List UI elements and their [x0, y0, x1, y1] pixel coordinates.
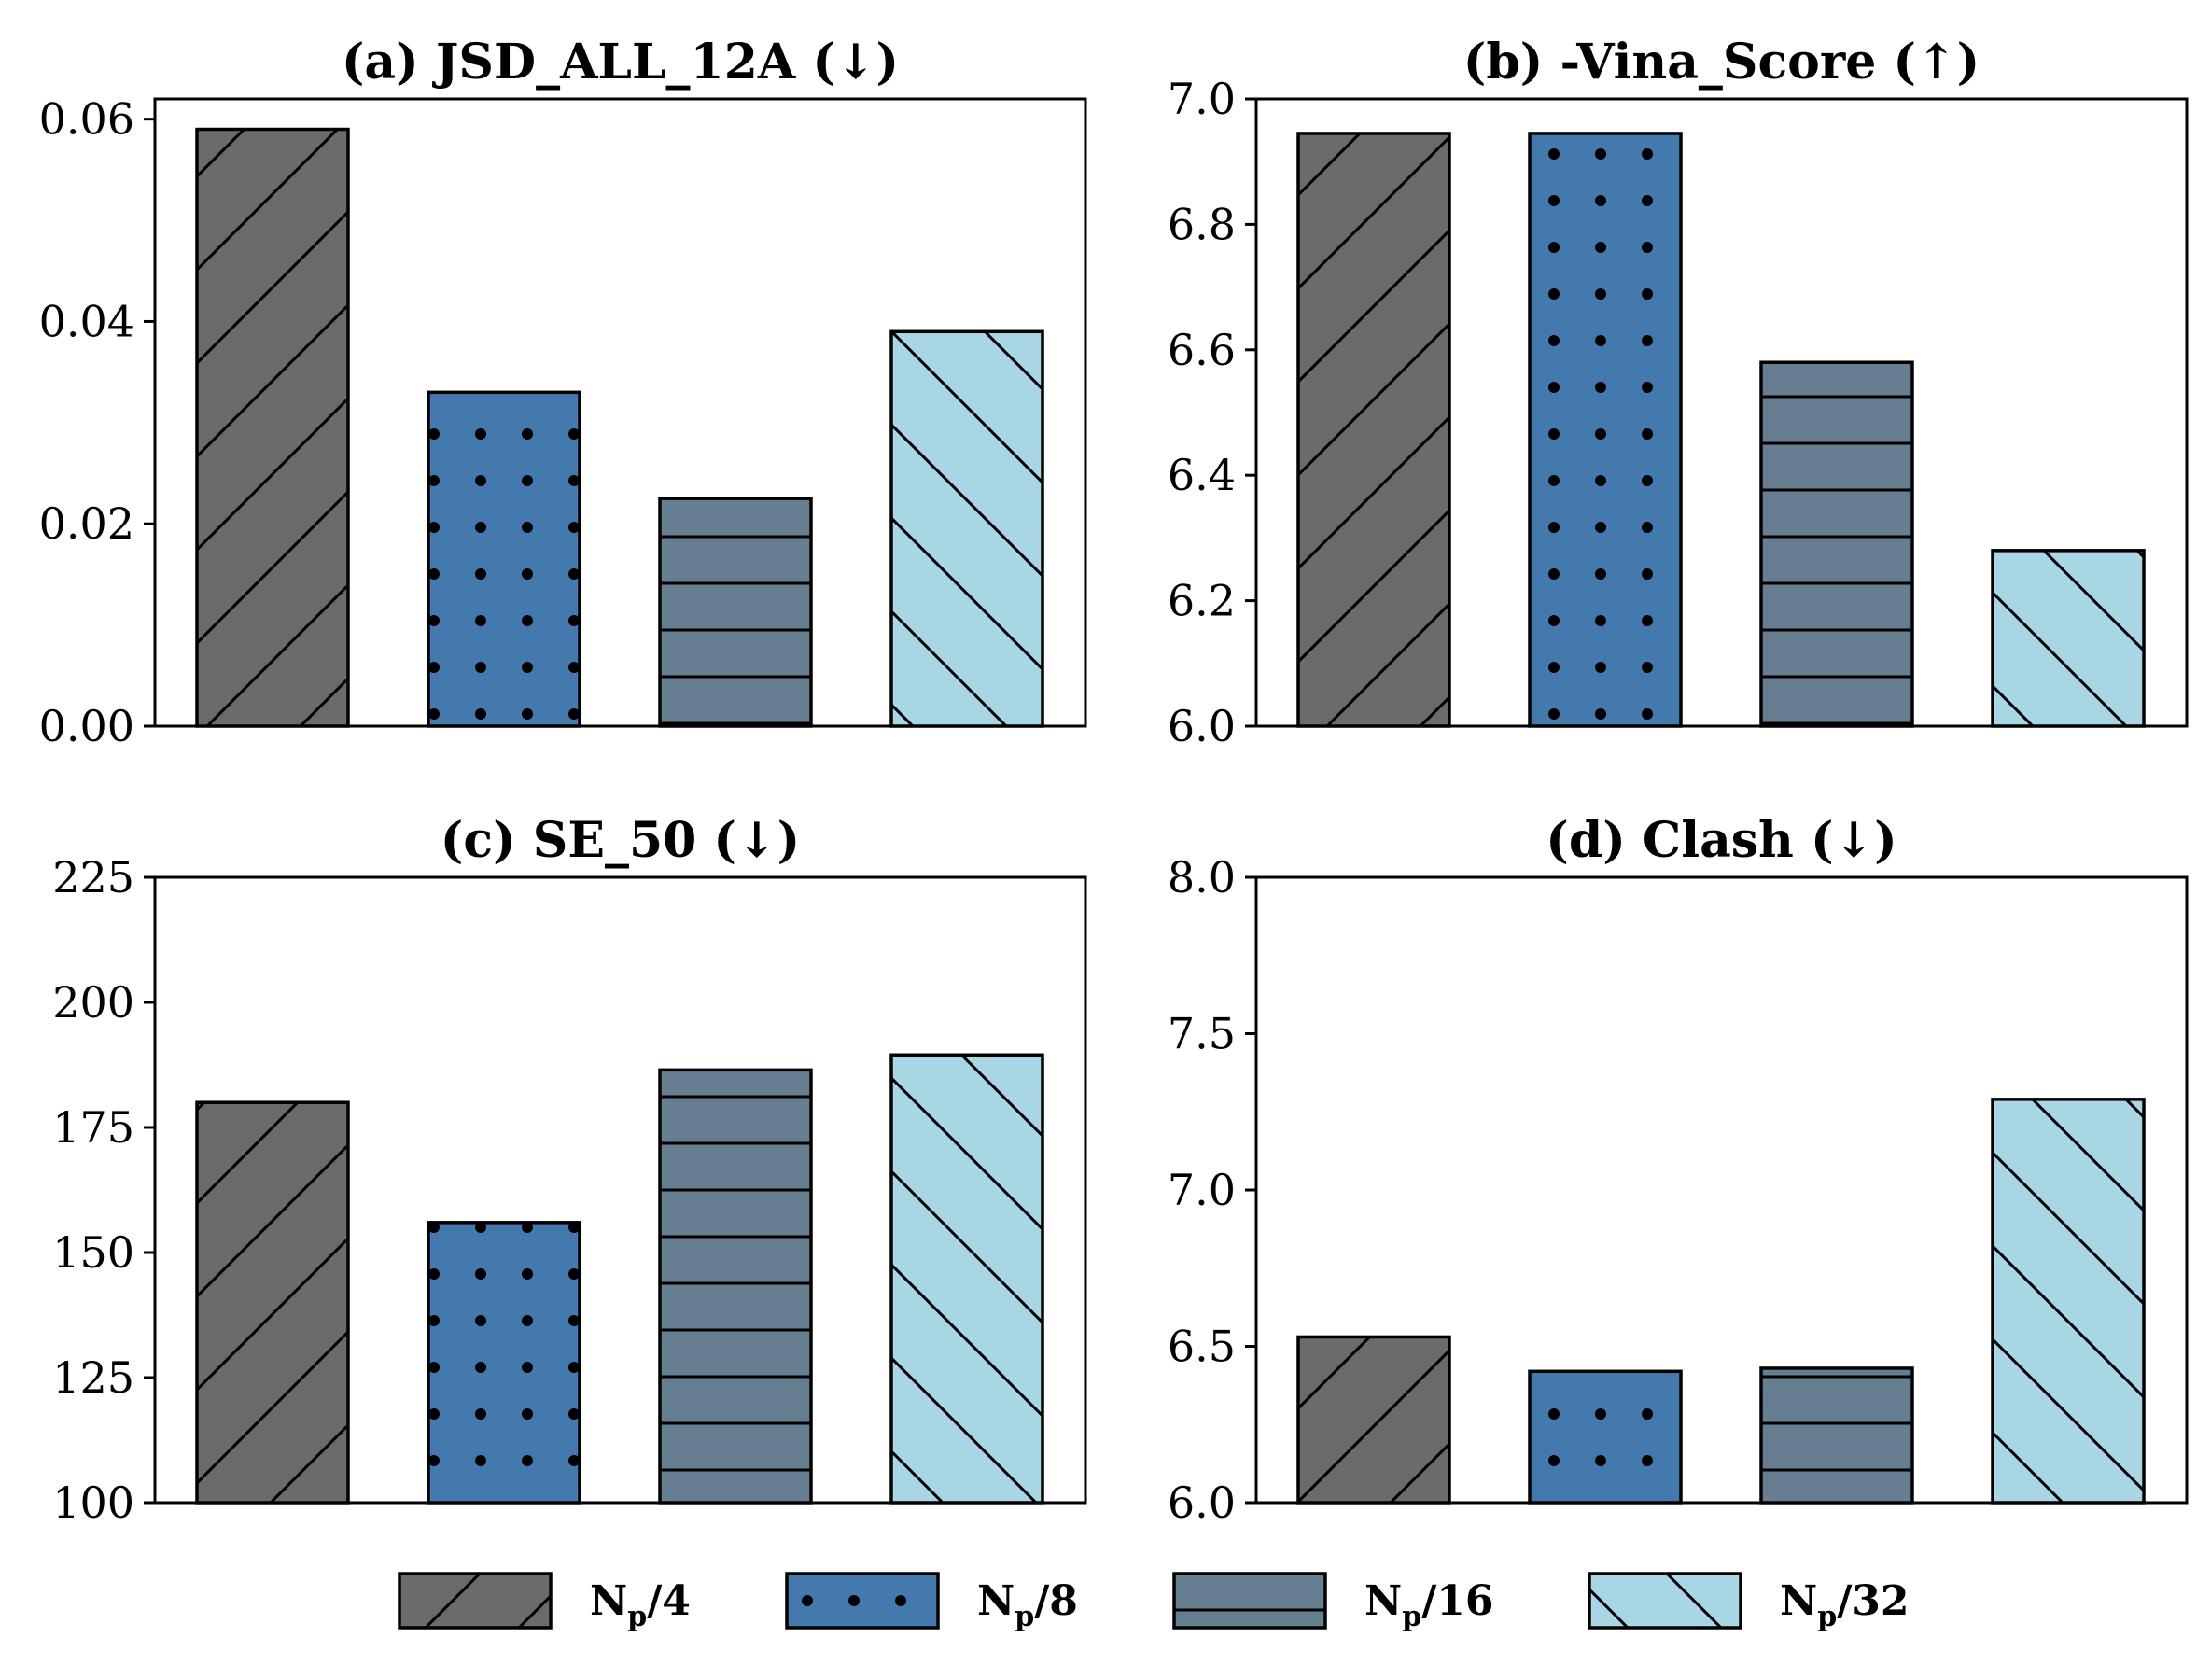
chart-title: (d) Clash (↓) — [1546, 812, 1896, 869]
y-tick-label: 225 — [52, 852, 134, 903]
chart-title: (c) SE_50 (↓) — [441, 812, 800, 869]
legend-label: Np/8 — [977, 1577, 1078, 1633]
bar-np-4 — [197, 1102, 348, 1503]
y-tick-label: 0.04 — [39, 296, 134, 346]
legend-swatch — [398, 1572, 553, 1630]
y-tick-label: 100 — [52, 1477, 134, 1528]
legend-label: Np/4 — [590, 1577, 691, 1633]
y-tick-label: 6.8 — [1168, 199, 1236, 249]
y-tick-label: 8.0 — [1168, 852, 1236, 903]
chart-title: (a) JSD_ALL_12A (↓) — [342, 34, 899, 91]
legend-swatch — [785, 1572, 940, 1630]
bar-np-16 — [1761, 1367, 1912, 1503]
y-tick-label: 7.0 — [1168, 74, 1236, 124]
legend-swatch — [1588, 1572, 1742, 1630]
bar-np-8 — [1530, 1371, 1681, 1503]
bar-np-16 — [660, 498, 811, 726]
legend-item-1: Np/4 — [398, 1572, 691, 1633]
legend-item-3: Np/16 — [1172, 1572, 1494, 1633]
legend-item-2: Np/8 — [785, 1572, 1078, 1633]
bar-np-16 — [660, 1070, 811, 1503]
bar-np-8 — [1530, 133, 1681, 726]
bar-np-8 — [428, 1222, 580, 1503]
legend-label: Np/32 — [1780, 1577, 1910, 1633]
plot-frame — [1254, 97, 2189, 728]
chart-panel-3: (c) SE_50 (↓) 100 125 150 175 200 225 — [52, 812, 1087, 1528]
y-tick-label: 6.0 — [1168, 1477, 1236, 1528]
chart-panels: (a) JSD_ALL_12A (↓) 0.00 0.02 0.04 0.06 (b) -… — [39, 34, 2189, 1528]
chart-panel-4: (d) Clash (↓) 6.0 6.5 7.0 7.5 8.0 — [1168, 812, 2189, 1528]
y-tick-label: 7.0 — [1168, 1165, 1236, 1215]
legend-swatch — [1172, 1572, 1327, 1630]
bar-np-4 — [1298, 1337, 1449, 1503]
legend-item-4: Np/32 — [1588, 1572, 1910, 1633]
y-tick-label: 150 — [52, 1227, 134, 1278]
plot-frame — [153, 875, 1087, 1505]
bar-np-4 — [1298, 133, 1449, 726]
y-tick-label: 200 — [52, 977, 134, 1028]
bar-np-8 — [428, 392, 580, 726]
y-tick-label: 175 — [52, 1102, 134, 1153]
bar-np-32 — [1993, 550, 2144, 726]
chart-panel-2: (b) -Vina_Score (↑) 6.0 6.2 6.4 6.6 6.8 7.0 — [1168, 34, 2189, 751]
y-tick-label: 0.00 — [39, 701, 134, 751]
y-tick-label: 6.6 — [1168, 325, 1236, 375]
bar-np-32 — [891, 331, 1043, 726]
y-tick-label: 6.2 — [1168, 576, 1236, 626]
y-tick-label: 125 — [52, 1352, 134, 1403]
legend: Np/4 Np/8 Np/16 Np/32 — [398, 1572, 1910, 1633]
y-tick-label: 6.4 — [1168, 450, 1236, 500]
legend-label: Np/16 — [1364, 1577, 1494, 1633]
chart-title: (b) -Vina_Score (↑) — [1463, 34, 1980, 91]
y-tick-label: 6.0 — [1168, 701, 1236, 751]
y-tick-label: 0.06 — [39, 94, 134, 145]
y-tick-label: 6.5 — [1168, 1322, 1236, 1372]
chart-panel-1: (a) JSD_ALL_12A (↓) 0.00 0.02 0.04 0.06 — [39, 34, 1087, 751]
y-tick-label: 7.5 — [1168, 1009, 1236, 1059]
plot-frame — [153, 97, 1087, 728]
bar-np-32 — [891, 1055, 1043, 1503]
bar-np-4 — [197, 129, 348, 727]
y-tick-label: 0.02 — [39, 498, 134, 549]
bar-np-16 — [1761, 362, 1912, 726]
bar-np-32 — [1993, 1099, 2144, 1503]
